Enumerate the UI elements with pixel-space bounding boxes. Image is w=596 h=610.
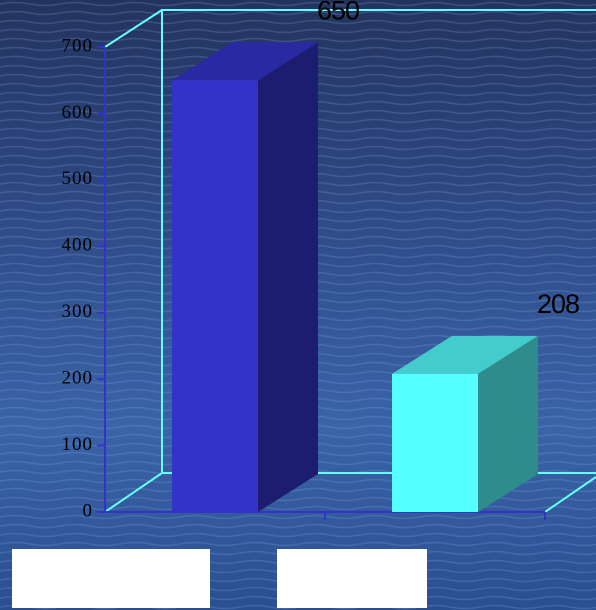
value-label: 650 [317, 0, 359, 25]
y-tick-label: 700 [62, 35, 94, 56]
wall-side [104, 9, 163, 48]
value-label: 208 [537, 289, 579, 319]
bar [392, 373, 478, 512]
y-tick-label: 100 [62, 434, 94, 455]
y-tick-label: 0 [83, 500, 94, 521]
y-tick-label: 400 [62, 235, 94, 256]
floor-side [104, 472, 163, 513]
bar-side [258, 42, 318, 512]
y-tick-label: 500 [62, 168, 94, 189]
bar-top [172, 42, 318, 81]
y-tick-label: 200 [62, 368, 94, 389]
bar [172, 80, 258, 512]
y-tick-label: 600 [62, 102, 94, 123]
category-box [277, 549, 427, 608]
bar-side [478, 335, 538, 512]
floor-side [544, 476, 596, 513]
y-tick-label: 300 [62, 301, 94, 322]
bar-top [392, 335, 538, 374]
category-box [12, 549, 210, 608]
